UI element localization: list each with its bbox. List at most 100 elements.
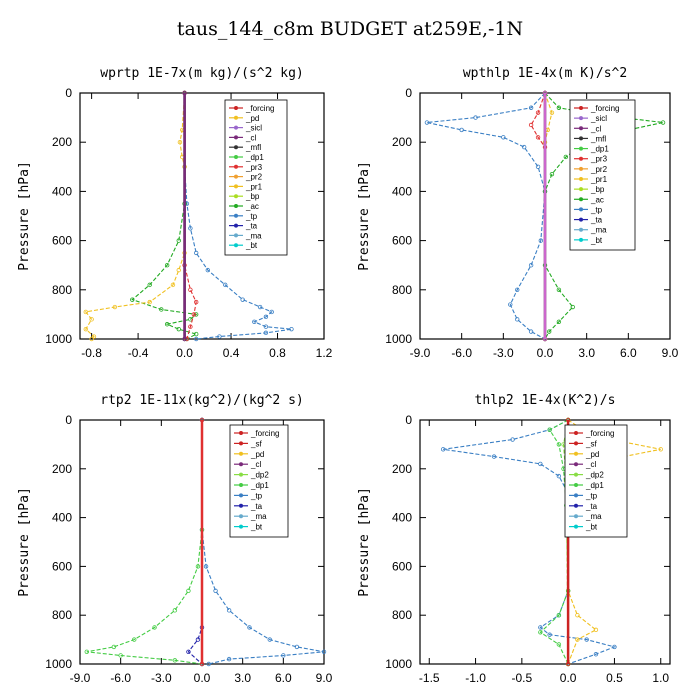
legend-label: _ta: [590, 216, 603, 225]
legend-label: _ma: [590, 226, 607, 235]
legend-label: _dp1: [585, 481, 604, 490]
y-tick-label: 1000: [45, 332, 72, 346]
series-marker: [547, 427, 552, 432]
series-marker: [556, 642, 562, 647]
series-marker: [538, 630, 543, 635]
series-marker: [547, 632, 552, 637]
series-marker: [535, 135, 541, 140]
legend-marker: [239, 472, 243, 477]
y-tick-label: 400: [392, 511, 412, 525]
series-marker: [170, 282, 176, 288]
series-marker: [89, 336, 94, 342]
series-marker: [491, 454, 497, 459]
series-marker: [159, 307, 164, 312]
series-marker: [528, 329, 534, 334]
x-tick-label: 9.0: [662, 346, 679, 360]
legend-marker: [234, 204, 238, 208]
legend-marker: [234, 213, 238, 218]
legend-marker: [574, 483, 578, 487]
series-marker: [91, 334, 97, 339]
series-marker: [556, 473, 562, 479]
y-tick-label: 800: [392, 283, 412, 297]
y-tick-label: 0: [65, 413, 72, 427]
legend-label: _pd: [245, 114, 259, 123]
legend-label: _tp: [245, 212, 258, 221]
series-marker: [321, 649, 327, 654]
legend-label: _ma: [245, 231, 262, 240]
series-marker: [593, 627, 599, 633]
series-marker: [213, 588, 218, 593]
legend-marker: [234, 145, 238, 150]
legend-label: _bp: [245, 192, 260, 201]
legend-label: _forcing: [245, 104, 274, 113]
series-marker: [164, 263, 170, 268]
x-tick-label: 0.8: [269, 346, 286, 360]
series-marker: [535, 164, 541, 169]
legend-label: _sf: [585, 439, 597, 448]
legend-marker: [579, 156, 583, 161]
series-marker: [510, 437, 515, 442]
series-marker: [538, 238, 544, 243]
y-tick-label: 400: [52, 511, 72, 525]
series-marker: [528, 105, 534, 110]
series-marker: [556, 613, 562, 618]
legend-marker: [239, 441, 243, 446]
x-tick-label: 1.0: [652, 671, 669, 685]
series-marker: [152, 625, 157, 630]
series-marker: [508, 302, 513, 307]
legend-label: _pr3: [245, 163, 263, 172]
y-tick-label: 800: [392, 608, 412, 622]
legend-marker: [239, 493, 243, 498]
legend-label: _dp2: [585, 471, 604, 480]
legend-marker: [579, 146, 583, 151]
x-tick-label: -1.0: [465, 671, 486, 685]
series-marker: [195, 637, 201, 642]
series-marker: [515, 317, 520, 322]
legend-marker: [574, 493, 578, 498]
legend-label: _forcing: [585, 429, 614, 438]
series-marker: [538, 625, 543, 630]
series-marker: [281, 653, 286, 658]
y-tick-label: 800: [52, 608, 72, 622]
y-tick-label: 1000: [385, 657, 412, 671]
legend-box: [569, 99, 636, 251]
legend-label: _sf: [250, 439, 262, 448]
legend-label: _dp1: [250, 481, 269, 490]
series-marker: [226, 656, 232, 662]
legend-label: _pr2: [590, 165, 608, 174]
series-marker: [132, 637, 137, 642]
legend-label: _forcing: [250, 429, 279, 438]
series-marker: [199, 417, 205, 423]
legend-marker: [574, 462, 578, 467]
legend-marker: [574, 514, 578, 519]
y-tick-label: 200: [392, 462, 412, 476]
series-marker: [188, 287, 193, 292]
series-marker: [575, 613, 580, 618]
series-marker: [556, 319, 562, 324]
series-marker: [176, 326, 181, 332]
series-marker: [658, 447, 663, 452]
series-marker: [186, 649, 191, 654]
y-tick-label: 1000: [45, 657, 72, 671]
legend-marker: [234, 115, 238, 120]
legend-marker: [579, 106, 583, 110]
series-marker: [473, 115, 478, 120]
series-marker: [542, 90, 548, 96]
series-marker: [83, 326, 89, 332]
legend-label: _sicl: [245, 124, 262, 133]
legend-marker: [574, 524, 578, 529]
y-tick-label: 0: [405, 413, 412, 427]
x-tick-label: -9.0: [70, 671, 91, 685]
series-marker: [294, 644, 300, 650]
series-marker: [538, 461, 543, 467]
series-marker: [84, 649, 89, 654]
series-marker: [556, 442, 562, 447]
legend-marker: [234, 125, 238, 130]
series-line: [539, 419, 569, 665]
legend-label: _dp1: [590, 145, 609, 154]
legend-marker: [579, 227, 583, 232]
series-marker: [535, 110, 541, 115]
series-marker: [263, 330, 269, 336]
x-tick-label: -0.4: [128, 346, 149, 360]
legend-marker: [234, 164, 238, 169]
